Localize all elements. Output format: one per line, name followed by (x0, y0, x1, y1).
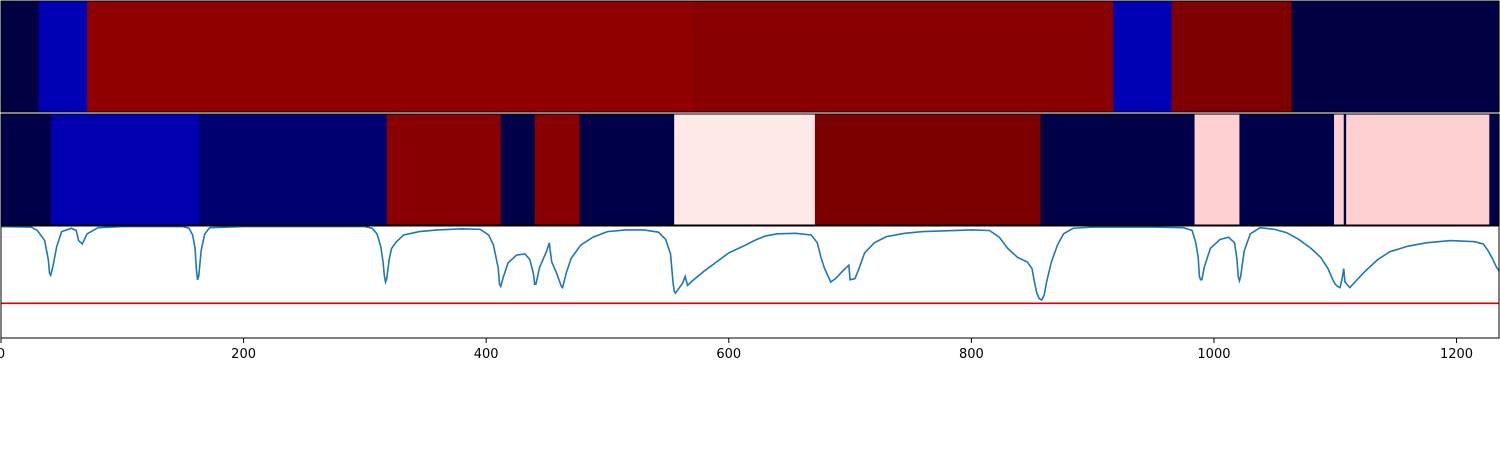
x-axis: 0 200 400 600 800 1000 1200 (0, 338, 1473, 362)
heat-top-segment (87, 1, 693, 112)
x-tick-label: 1200 (1440, 347, 1473, 362)
heat-mid-segment (1346, 114, 1490, 225)
heat-top-segment (1291, 1, 1500, 112)
heat-mid-segment (1489, 114, 1500, 225)
x-tick-label: 200 (231, 347, 256, 362)
heatmap-top-frame (0, 0, 1500, 113)
x-tick-label: 1000 (1197, 347, 1230, 362)
line-plot-panel (0, 225, 1500, 339)
heat-mid-segment (1, 114, 52, 225)
heat-mid-segment (1343, 114, 1347, 225)
heat-mid-segment (50, 114, 200, 225)
heat-top-segment (1113, 1, 1173, 112)
heatmap-middle-panel (1, 114, 1500, 225)
line-plot-frame (0, 225, 1500, 339)
heat-mid-segment (534, 114, 581, 225)
line-plot-background (1, 226, 1499, 338)
heat-mid-segment (579, 114, 675, 225)
heat-top-segment (692, 1, 1114, 112)
heat-top-segment (1171, 1, 1293, 112)
heat-mid-segment (814, 114, 1042, 225)
x-tick-label: 400 (474, 347, 499, 362)
series-line (0, 225, 1500, 301)
heat-mid-segment (1194, 114, 1241, 225)
heat-mid-segment (386, 114, 502, 225)
x-tick-label: 600 (716, 347, 741, 362)
heat-mid-segment (1040, 114, 1196, 225)
heat-mid-segment (1334, 114, 1345, 225)
heat-mid-segment (1239, 114, 1335, 225)
heatmap-middle-frame (0, 113, 1500, 226)
heat-mid-segment (198, 114, 388, 225)
heat-mid-segment (674, 114, 816, 225)
heat-top-segment (1, 1, 40, 112)
x-tick-label: 0 (0, 347, 5, 362)
x-tick-label: 800 (959, 347, 984, 362)
heatmap-top-panel (1, 1, 1500, 112)
heat-top-segment (38, 1, 88, 112)
heat-mid-segment (500, 114, 536, 225)
